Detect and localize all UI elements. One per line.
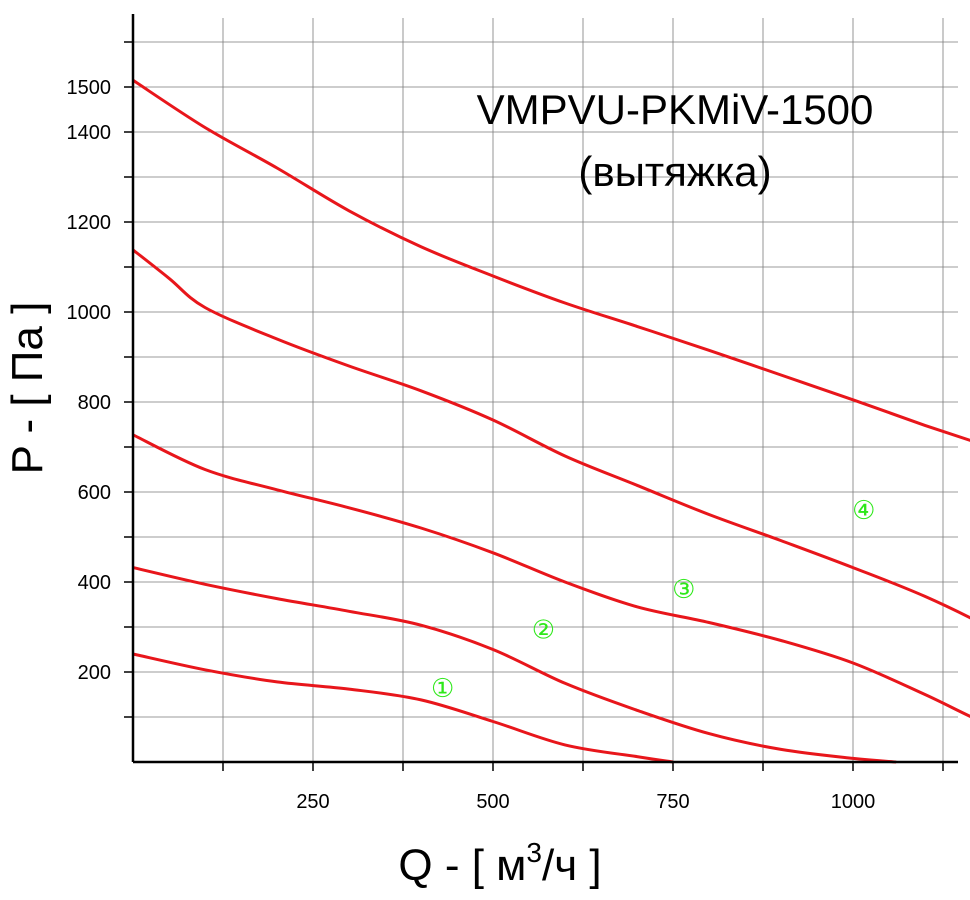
y-axis-title: P - [ Па ] bbox=[3, 302, 52, 475]
fan-curve-4 bbox=[132, 248, 970, 620]
y-tick-label: 1200 bbox=[67, 212, 112, 234]
curve-label-4: ④ bbox=[852, 496, 875, 526]
y-tick-label: 200 bbox=[78, 662, 111, 684]
x-tick-label: 1000 bbox=[831, 791, 876, 813]
chart-subtitle: (вытяжка) bbox=[578, 148, 771, 195]
x-tick-label: 250 bbox=[296, 791, 329, 813]
x-axis-title-tail: /ч ] bbox=[542, 841, 602, 890]
fan-curve-2 bbox=[132, 566, 897, 764]
y-tick-label: 600 bbox=[78, 482, 111, 504]
curve-label-3: ③ bbox=[672, 575, 695, 605]
y-tick-label: 1500 bbox=[67, 77, 112, 99]
fan-curve-1 bbox=[132, 652, 674, 764]
x-axis-title: Q - [ м3/ч ] bbox=[398, 837, 601, 890]
x-tick-label: 750 bbox=[656, 791, 689, 813]
curve-label-2: ② bbox=[532, 615, 555, 645]
y-tick-label: 1000 bbox=[67, 302, 112, 324]
curve-labels: ①②③④⑤ bbox=[431, 496, 876, 704]
axes: 2505007501000125015001750200020040060080… bbox=[67, 14, 958, 813]
y-tick-label: 1400 bbox=[67, 122, 112, 144]
y-tick-label: 800 bbox=[78, 392, 111, 414]
x-axis-title-superscript: 3 bbox=[526, 837, 542, 868]
grid bbox=[133, 18, 958, 762]
curve-label-1: ① bbox=[431, 674, 454, 704]
x-axis-title-main: Q - [ м bbox=[398, 841, 526, 890]
chart-title: VMPVU-PKMiV-1500 bbox=[477, 86, 874, 133]
y-tick-label: 400 bbox=[78, 572, 111, 594]
fan-curve-5 bbox=[132, 79, 970, 443]
x-tick-label: 500 bbox=[476, 791, 509, 813]
curves bbox=[132, 79, 970, 764]
fan-curve-3 bbox=[132, 433, 970, 719]
